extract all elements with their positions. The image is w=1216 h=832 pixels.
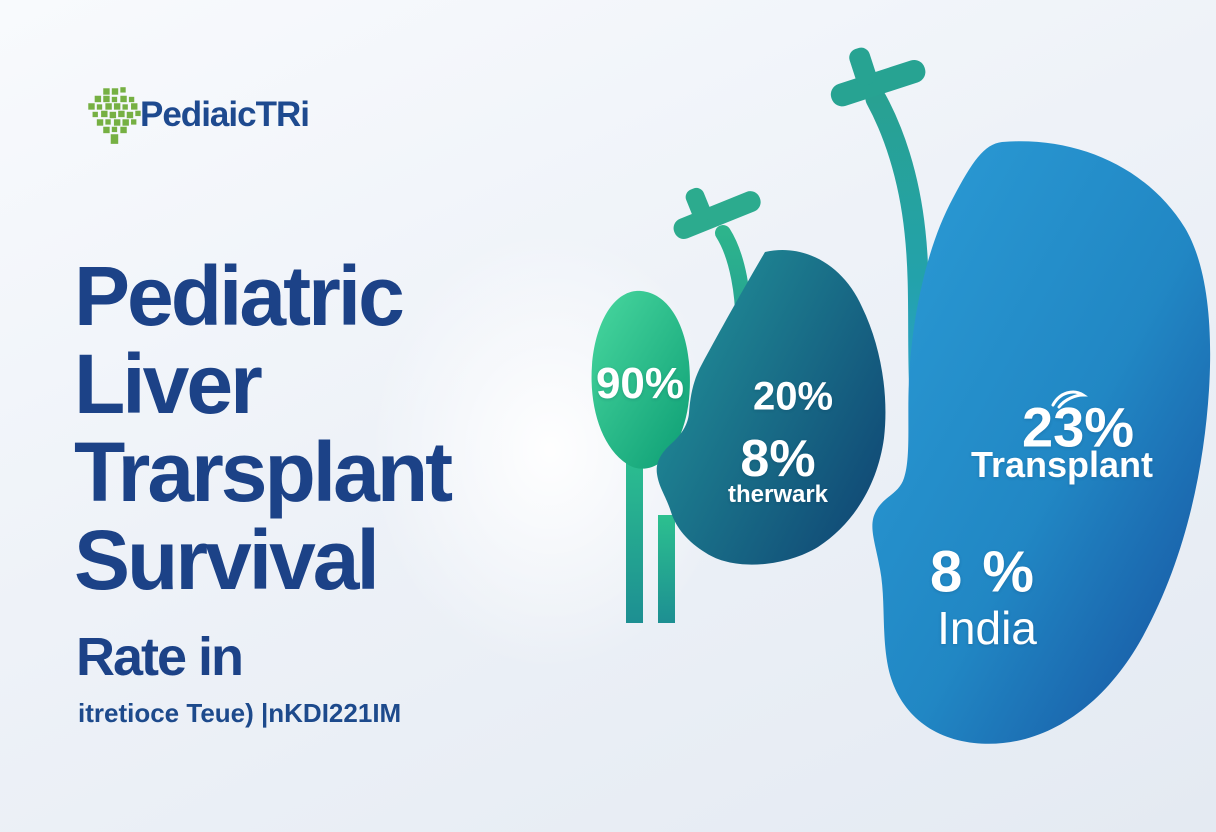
tree-shape: [591, 290, 690, 469]
brand-logo: PediaicTRi: [84, 84, 310, 146]
page-title: Pediatric Liver Trarsplant Survival: [74, 249, 453, 607]
large-liver-top-value: 23%: [1021, 395, 1135, 459]
small-liver-main-value: 8%: [740, 430, 816, 488]
small-liver-handle-icon: [673, 187, 761, 240]
logo-text: PediaicTRi: [140, 95, 310, 134]
large-liver-top-label: Transplant: [970, 444, 1154, 485]
tree-value: 90%: [595, 359, 685, 408]
large-liver-main-label: India: [937, 602, 1037, 654]
small-liver-top-value: 20%: [752, 374, 834, 419]
large-liver-main-value: 8 %: [930, 539, 1036, 605]
squiggle-decoration-icon: [1051, 390, 1088, 409]
headline-line-4: Survival: [74, 513, 380, 607]
tree-stem: [626, 450, 643, 623]
small-liver-main-label: therwark: [727, 481, 829, 508]
pixel-brain-icon: [88, 87, 141, 144]
large-liver-handle-icon: [830, 47, 926, 107]
headline-suffix: Rate in: [76, 627, 244, 687]
headline-line-2: Liver: [74, 337, 263, 431]
small-liver-stem: [658, 515, 675, 623]
large-liver-shape: [872, 141, 1211, 744]
headline-line-1: Pediatric: [74, 249, 405, 343]
small-liver-shape: [656, 249, 886, 565]
headline-line-3: Trarsplant: [74, 425, 453, 519]
footnote-text: itretioce Teue) |nKDI221IM: [78, 698, 402, 728]
